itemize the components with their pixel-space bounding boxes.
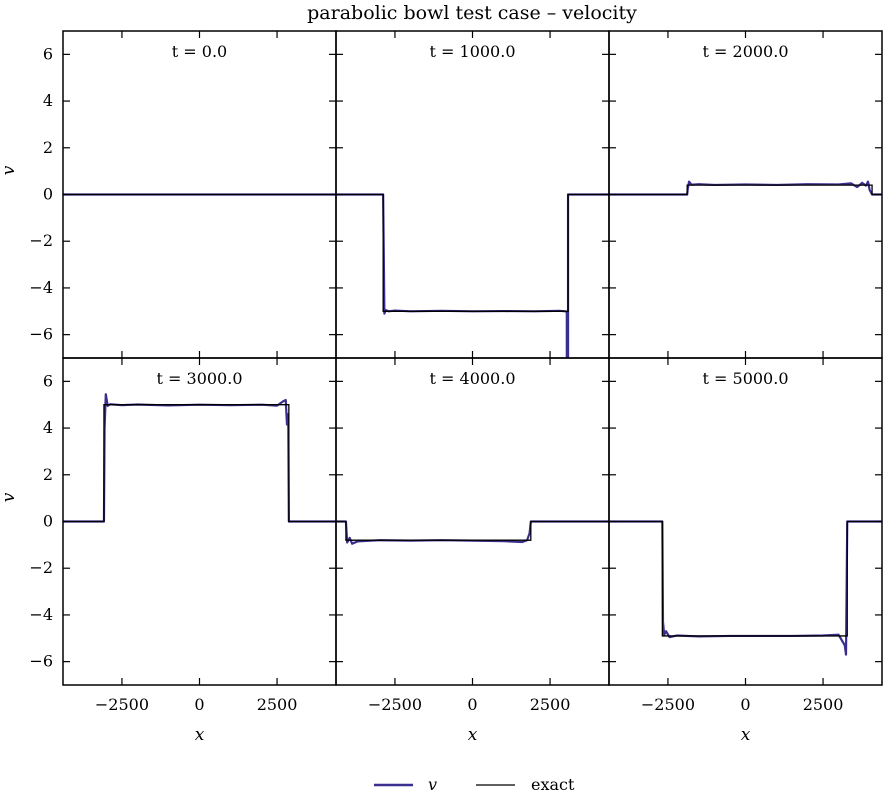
y-tick-label: 2 xyxy=(43,465,53,484)
panel-3: t = 2000.0 xyxy=(608,30,883,359)
y-tick-label: 6 xyxy=(43,371,53,390)
panel-title: t = 4000.0 xyxy=(430,369,516,388)
y-tick-label: −4 xyxy=(29,278,53,297)
panel-title: t = 5000.0 xyxy=(703,369,789,388)
y-tick-label: 6 xyxy=(43,44,53,63)
x-tick-label: −2500 xyxy=(368,695,422,714)
x-tick-label: 2500 xyxy=(530,695,571,714)
y-axis-label: v xyxy=(0,165,19,175)
y-tick-label: −2 xyxy=(29,231,53,250)
y-tick-label: −4 xyxy=(29,605,53,624)
x-tick-label: 0 xyxy=(194,695,204,714)
legend-exact-label: exact xyxy=(531,775,575,794)
panel-5: −2500 0 2500 t = 4000.0 x xyxy=(335,357,610,745)
legend: v exact xyxy=(374,775,575,794)
panel-grid: −6 −4 −2 0 2 4 6 t = 0.0 v t = 1000.0 t = 2000.0 −6… xyxy=(0,30,883,745)
x-axis-label: x xyxy=(741,725,751,745)
panel-6: −2500 0 2500 t = 5000.0 x xyxy=(608,357,883,745)
legend-v-label: v xyxy=(428,775,437,794)
x-axis-label: x xyxy=(195,725,205,745)
panel-title: t = 3000.0 xyxy=(157,369,243,388)
series-exact-line xyxy=(609,184,882,196)
x-tick-label: 0 xyxy=(467,695,477,714)
x-tick-label: −2500 xyxy=(641,695,695,714)
y-tick-label: 0 xyxy=(43,185,53,204)
x-axis-label: x xyxy=(468,725,478,745)
y-tick-label: −2 xyxy=(29,558,53,577)
panel-2: t = 1000.0 xyxy=(335,30,610,359)
series-exact-line xyxy=(609,520,882,637)
panel-4: −6 −4 −2 0 2 4 6 −2500 0 2500 t = 3000.0 x v xyxy=(0,357,337,745)
chart-title: parabolic bowl test case – velocity xyxy=(307,2,637,24)
series-exact-line xyxy=(336,520,609,541)
panel-title: t = 0.0 xyxy=(172,42,227,61)
y-tick-label: −6 xyxy=(29,652,53,671)
y-tick-label: −6 xyxy=(29,325,53,344)
y-axis-label: v xyxy=(0,492,19,502)
series-exact-line xyxy=(336,193,609,312)
panel-1: −6 −4 −2 0 2 4 6 t = 0.0 v xyxy=(0,30,337,359)
x-tick-label: 2500 xyxy=(803,695,844,714)
x-tick-label: −2500 xyxy=(95,695,149,714)
y-tick-label: 0 xyxy=(43,512,53,531)
y-tick-label: 4 xyxy=(43,418,53,437)
y-tick-label: 4 xyxy=(43,91,53,110)
panel-title: t = 2000.0 xyxy=(703,42,789,61)
x-tick-label: 0 xyxy=(740,695,750,714)
panel-title: t = 1000.0 xyxy=(430,42,516,61)
series-v-line xyxy=(609,520,882,656)
series-v-line xyxy=(609,180,882,196)
y-tick-label: 2 xyxy=(43,138,53,157)
series-exact-line xyxy=(63,404,336,523)
x-tick-label: 2500 xyxy=(257,695,298,714)
